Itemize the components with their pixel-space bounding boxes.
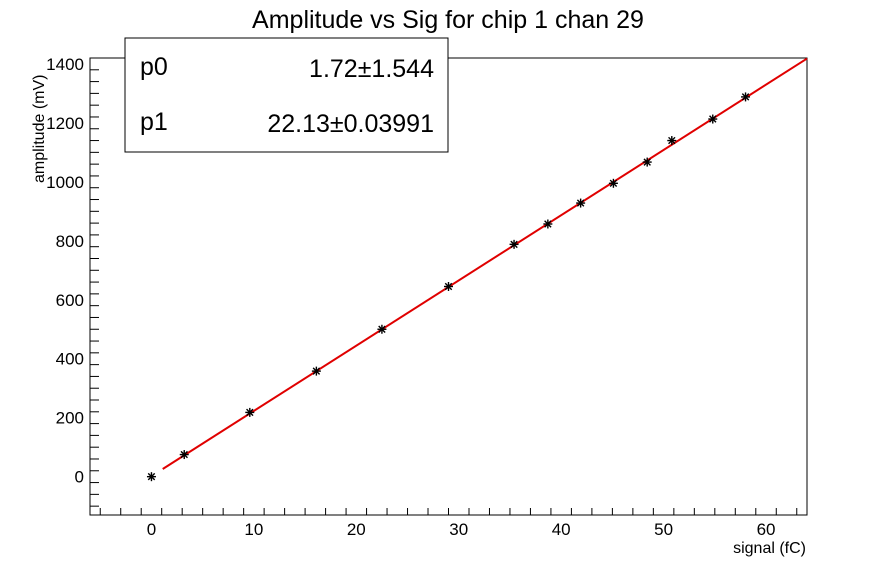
- stat-p1-value: 22.13±0.03991: [267, 110, 434, 138]
- data-points: [146, 92, 751, 482]
- data-point: [146, 472, 156, 482]
- stat-p0-name: p0: [140, 53, 168, 81]
- x-tick-label: 0: [147, 520, 156, 539]
- x-tick-label: 30: [449, 520, 468, 539]
- data-point: [642, 157, 652, 167]
- fit-stats-frame: [124, 37, 449, 153]
- data-point: [245, 407, 255, 417]
- y-tick-label: 800: [56, 232, 84, 251]
- data-point: [741, 92, 751, 102]
- y-tick-label: 400: [56, 350, 84, 369]
- data-point: [311, 366, 321, 376]
- data-point: [509, 239, 519, 249]
- stat-p0-value: 1.72±1.544: [309, 55, 434, 83]
- x-tick-label: 10: [244, 520, 263, 539]
- data-point: [377, 324, 387, 334]
- data-point: [444, 282, 453, 291]
- data-point: [576, 198, 586, 208]
- x-tick-label: 20: [347, 520, 366, 539]
- chart-title: Amplitude vs Sig for chip 1 chan 29: [252, 6, 644, 34]
- stat-p1-name: p1: [140, 108, 168, 136]
- y-tick-label: 1400: [46, 55, 84, 74]
- data-point: [667, 136, 677, 146]
- x-tick-label: 60: [757, 520, 776, 539]
- x-axis-label: signal (fC): [733, 540, 806, 557]
- x-axis-ticks: 0 10 20 30 40 50 60: [99, 508, 798, 539]
- y-tick-label: 200: [56, 409, 84, 428]
- y-tick-label: 1200: [46, 114, 84, 133]
- data-point: [543, 219, 553, 229]
- y-axis-ticks: 0 200 400 600 800 1000 1200 1400: [46, 55, 99, 507]
- y-axis-label: amplitude (mV): [31, 75, 48, 183]
- y-tick-label: 1000: [46, 173, 84, 192]
- data-point: [608, 178, 618, 188]
- x-tick-label: 40: [552, 520, 571, 539]
- data-point: [708, 114, 718, 124]
- x-tick-label: 50: [654, 520, 673, 539]
- data-point: [179, 450, 189, 460]
- y-tick-label: 0: [75, 468, 84, 487]
- fit-line: [162, 57, 808, 470]
- fit-stats-box: p0 1.72±1.544 p1 22.13±0.03991: [124, 37, 449, 153]
- y-tick-label: 600: [56, 291, 84, 310]
